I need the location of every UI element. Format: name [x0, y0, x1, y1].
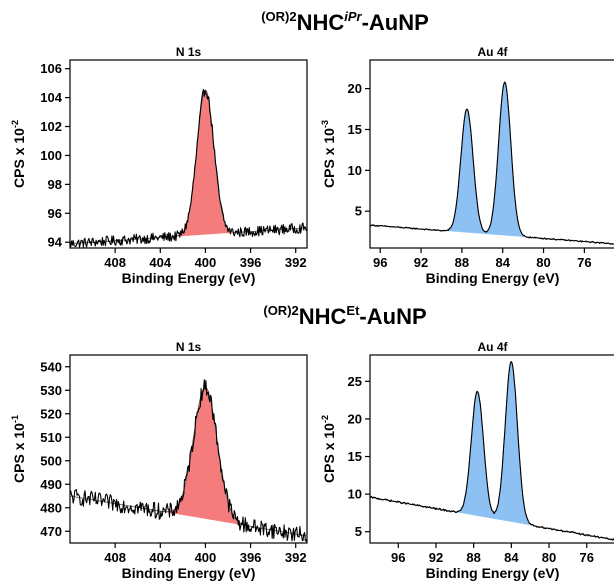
title-bottom-sup: Et [346, 303, 360, 318]
plot-frame [69, 59, 308, 249]
chart-au4f-ipr: Au 4f 96 92 88 84 80 76 5 10 15 20 Binding Energy (… [320, 45, 614, 286]
x-tick-label: 84 [504, 550, 519, 565]
panel-title: N 1s [176, 45, 202, 59]
y-tick-label: 530 [40, 383, 62, 398]
panel-title: Au 4f [478, 340, 509, 354]
title-top-prefix: (OR)2 [261, 9, 296, 24]
fitted-peak-area [370, 361, 614, 540]
x-tick-label: 92 [429, 550, 443, 565]
y-tick-label: 96 [48, 206, 62, 221]
x-tick-label: 404 [149, 255, 171, 270]
y-tick-label: 500 [40, 453, 62, 468]
y-tick-label: 10 [348, 487, 362, 502]
x-tick-label: 80 [536, 255, 550, 270]
y-tick-label: 10 [348, 163, 362, 178]
x-axis-label: Binding Energy (eV) [426, 565, 560, 581]
x-tick-label: 404 [149, 550, 171, 565]
title-top-main: NHC [297, 10, 345, 35]
y-tick-label: 94 [48, 235, 63, 250]
y-tick-label: 15 [348, 122, 362, 137]
x-tick-label: 76 [579, 550, 593, 565]
y-axis-label: CPS x 10-1 [10, 415, 27, 483]
y-tick-label: 540 [40, 359, 62, 374]
chart-n1s-ipr: N 1s 408 404 400 396 392 94 96 98 100 102 104 106 Bin… [10, 45, 308, 286]
y-tick-label: 106 [40, 61, 62, 76]
fitted-peak-area [70, 387, 307, 536]
y-tick-label: 100 [40, 148, 62, 163]
fitted-peak-area [70, 90, 307, 244]
x-tick-label: 392 [285, 550, 307, 565]
raw-spectrum-line [369, 361, 614, 541]
raw-spectrum-line [69, 88, 308, 248]
x-tick-label: 88 [455, 255, 469, 270]
x-axis-label: Binding Energy (eV) [122, 565, 256, 581]
y-tick-label: 20 [348, 81, 362, 96]
y-tick-label: 15 [348, 449, 362, 464]
x-axis-label: Binding Energy (eV) [426, 270, 560, 286]
x-tick-label: 96 [391, 550, 405, 565]
x-tick-label: 400 [195, 255, 217, 270]
x-tick-label: 92 [414, 255, 428, 270]
y-tick-label: 104 [40, 90, 62, 105]
title-top-sup: iPr [344, 9, 362, 24]
x-tick-label: 392 [285, 255, 307, 270]
plot-frame [69, 354, 308, 544]
y-axis-label: CPS x 10-2 [320, 415, 337, 483]
panel-title: N 1s [176, 340, 202, 354]
y-axis-label: CPS x 10-3 [320, 120, 337, 188]
plot-frame [369, 354, 614, 544]
y-tick-label: 520 [40, 406, 62, 421]
x-tick-label: 396 [240, 255, 262, 270]
x-axis-label: Binding Energy (eV) [122, 270, 256, 286]
x-tick-label: 76 [577, 255, 591, 270]
title-bottom-prefix: (OR)2 [263, 303, 298, 318]
x-tick-label: 96 [373, 255, 387, 270]
y-tick-label: 510 [40, 430, 62, 445]
x-tick-label: 84 [495, 255, 510, 270]
x-tick-label: 88 [466, 550, 480, 565]
plot-frame [369, 59, 614, 249]
y-axis-label: CPS x 10-2 [10, 120, 27, 188]
x-tick-label: 408 [104, 550, 126, 565]
title-bottom-main: NHC [299, 304, 347, 329]
title-bottom-suffix: -AuNP [359, 304, 426, 329]
y-tick-label: 5 [355, 204, 362, 219]
y-tick-label: 102 [40, 119, 62, 134]
raw-spectrum-line [369, 81, 614, 245]
figure-title-bottom: (OR)2NHCEt-AuNP [263, 303, 426, 329]
raw-spectrum-line [69, 379, 308, 543]
y-tick-label: 480 [40, 500, 62, 515]
x-tick-label: 400 [195, 550, 217, 565]
y-tick-label: 25 [348, 374, 362, 389]
panel-title: Au 4f [478, 45, 509, 59]
y-tick-label: 470 [40, 524, 62, 539]
x-tick-label: 408 [104, 255, 126, 270]
title-top-suffix: -AuNP [362, 10, 429, 35]
y-tick-label: 20 [348, 411, 362, 426]
chart-n1s-et: N 1s 408 404 400 396 392 470 480 490 500 510 520 530… [10, 340, 308, 581]
x-tick-label: 396 [240, 550, 262, 565]
figure-title-top: (OR)2NHCiPr-AuNP [261, 9, 429, 35]
y-tick-label: 98 [48, 177, 62, 192]
x-tick-label: 80 [542, 550, 556, 565]
chart-au4f-et: Au 4f 96 92 88 84 80 76 5 10 15 20 25 Binding Energy… [320, 340, 614, 581]
y-tick-label: 5 [355, 524, 362, 539]
y-tick-label: 490 [40, 477, 62, 492]
